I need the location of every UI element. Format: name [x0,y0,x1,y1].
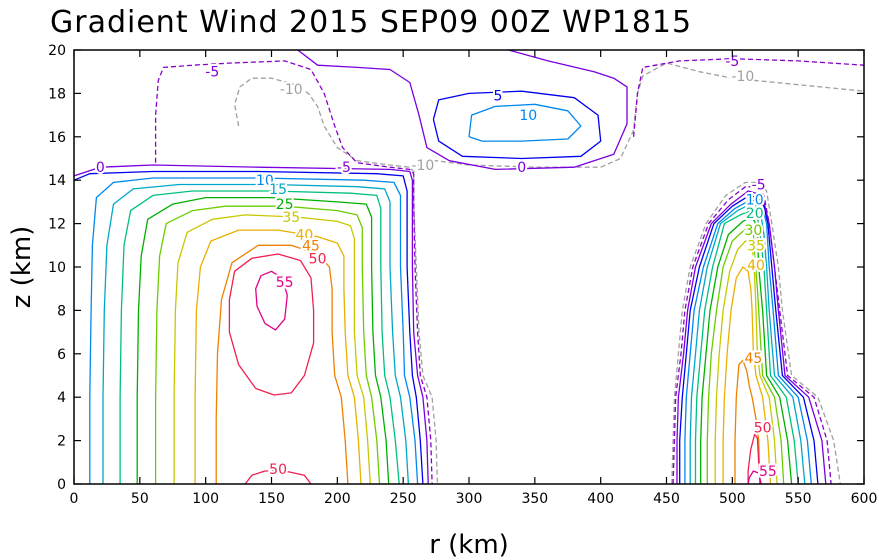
contour-label: 45 [302,238,320,254]
contour-line-0-0 [73,164,429,485]
contour-line-20-0 [119,190,400,485]
x-axis-label: r (km) [429,530,509,560]
x-tick-label: 550 [785,491,812,507]
contour-label: 5 [494,89,503,105]
y-tick-label: 0 [57,477,66,493]
contour-line-neg5-0 [154,60,433,485]
contour-label: 55 [759,464,777,480]
y-tick-label: 6 [57,347,66,363]
contour-line-neg5-1 [632,58,865,137]
x-axis-ticks: 0 50 100 150 200 250 300 350 400 450 500 550 600 [70,50,878,507]
x-tick-label: 500 [719,491,746,507]
contour-label: 10 [519,108,537,124]
contour-line-40-0 [194,229,362,485]
y-tick-label: 10 [48,260,66,276]
y-tick-label: 8 [57,303,66,319]
y-tick-label: 12 [48,217,66,233]
contour-line-neg10-2 [671,181,841,485]
x-tick-label: 250 [390,491,417,507]
contour-line-30-1 [706,227,785,485]
contour-line-15-0 [102,183,410,485]
x-tick-label: 150 [258,491,285,507]
contour-line-neg10-1 [409,62,865,168]
x-tick-label: 600 [851,491,878,507]
contour-label: -10 [280,82,303,98]
y-axis-ticks: 0 2 4 6 8 10 12 14 16 18 20 [48,43,864,493]
y-tick-label: 2 [57,434,66,450]
contour-line-35-0 [173,214,371,485]
contour-line-25-0 [136,196,390,485]
contour-line-0-2 [676,190,827,485]
contour-line-45-1 [734,359,761,485]
contour-label: -10 [411,158,434,174]
y-tick-label: 4 [57,390,66,406]
contour-line-5-1 [432,90,602,160]
contour-line-20-1 [694,209,799,485]
contour-label: 0 [96,160,105,176]
contour-labels: -5-10-5 -1005100-5-101015253540455055-510… [94,52,779,482]
x-tick-label: 350 [521,491,548,507]
contour-label: 15 [269,182,287,198]
contour-label: 50 [309,251,327,267]
contour-label: -5 [205,65,219,81]
contour-line-30-0 [154,205,381,485]
contour-line-55-0 [255,270,288,331]
contour-line-25-1 [700,216,793,485]
x-tick-label: 300 [456,491,483,507]
x-tick-label: 100 [192,491,219,507]
y-tick-label: 16 [48,130,66,146]
contour-line-50-0 [228,253,315,396]
contour-label: 30 [744,223,762,239]
contour-line-15-1 [689,203,806,485]
contour-line-10-1 [468,103,582,142]
contour-label: 50 [754,421,772,437]
contour-label: 50 [269,462,287,478]
contour-label: 0 [517,160,526,176]
contour-label: 35 [747,238,765,254]
contour-line-50-2 [747,433,761,485]
contour-line-10-0 [89,177,419,485]
contour-label: -10 [731,69,754,85]
contour-line-45-0 [215,244,349,485]
contour-lines [73,49,865,485]
contour-label: 10 [256,173,274,189]
contour-line-35-1 [714,240,778,485]
y-tick-label: 14 [48,173,66,189]
contour-label: 40 [747,258,765,274]
contour-line-50-1 [244,470,312,485]
contour-label: 55 [276,275,294,291]
contour-label: -5 [752,178,766,194]
contour-line-neg5-2 [672,186,832,485]
contour-label: 40 [296,227,314,243]
contour-label: -5 [337,160,351,176]
contour-label: 45 [744,351,762,367]
contour-label: 10 [746,193,764,209]
contour-line-5-2 [679,194,819,485]
plot-frame [73,49,865,485]
y-tick-label: 20 [48,43,66,59]
x-tick-label: 50 [131,491,149,507]
contour-line-40-1 [722,266,772,485]
x-tick-label: 0 [70,491,79,507]
contour-label: 35 [282,210,300,226]
contour-line-10-2 [684,199,812,485]
x-tick-label: 200 [324,491,351,507]
x-tick-label: 450 [653,491,680,507]
x-tick-label: 400 [587,491,614,507]
contour-line-55-1 [747,470,762,485]
y-axis-label: z (km) [7,226,37,309]
contour-line-5-0 [73,170,424,485]
contour-label: 20 [746,206,764,222]
contour-line-0-1 [297,49,628,171]
chart-title: Gradient Wind 2015 SEP09 00Z WP1815 [50,5,692,40]
y-tick-label: 18 [48,86,66,102]
contour-label: -5 [725,54,739,70]
contour-line-neg10-0 [233,77,439,485]
contour-label: 25 [276,197,294,213]
